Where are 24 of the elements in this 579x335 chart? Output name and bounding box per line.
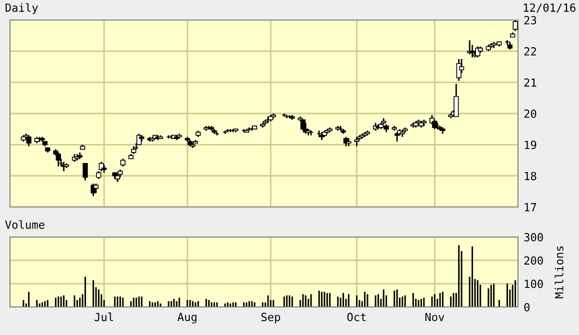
- x-tick-label: Aug: [178, 312, 196, 324]
- y-tick-label: 23: [524, 16, 536, 24]
- y-tick-label: 20: [524, 110, 536, 118]
- candlestick: [93, 182, 99, 194]
- x-tick-label: Sep: [261, 312, 280, 324]
- text: 12/01/16: [524, 3, 576, 13]
- y-tick-label: 0: [524, 303, 530, 312]
- y-tick-label: 100: [524, 280, 543, 288]
- y-axis-title: Millions: [554, 246, 564, 298]
- chart-title: Daily: [6, 3, 38, 14]
- y-tick-label: 300: [524, 233, 543, 242]
- y-tick-label: 22: [524, 47, 536, 56]
- y-tick-label: 17: [524, 203, 536, 212]
- y-tick-label: 200: [524, 256, 543, 265]
- x-tick-label: Oct: [347, 312, 366, 322]
- y-tick-label: 18: [524, 172, 536, 180]
- x-tick-label: Nov: [425, 312, 444, 322]
- y-tick-label: 21: [524, 78, 536, 87]
- candlestick: [82, 162, 88, 182]
- candlestick: [512, 20, 518, 32]
- y-tick-label: 19: [524, 140, 536, 150]
- chart-title: Volume: [5, 220, 44, 229]
- candlestick: [300, 119, 306, 132]
- x-tick-label: Jul: [94, 312, 114, 322]
